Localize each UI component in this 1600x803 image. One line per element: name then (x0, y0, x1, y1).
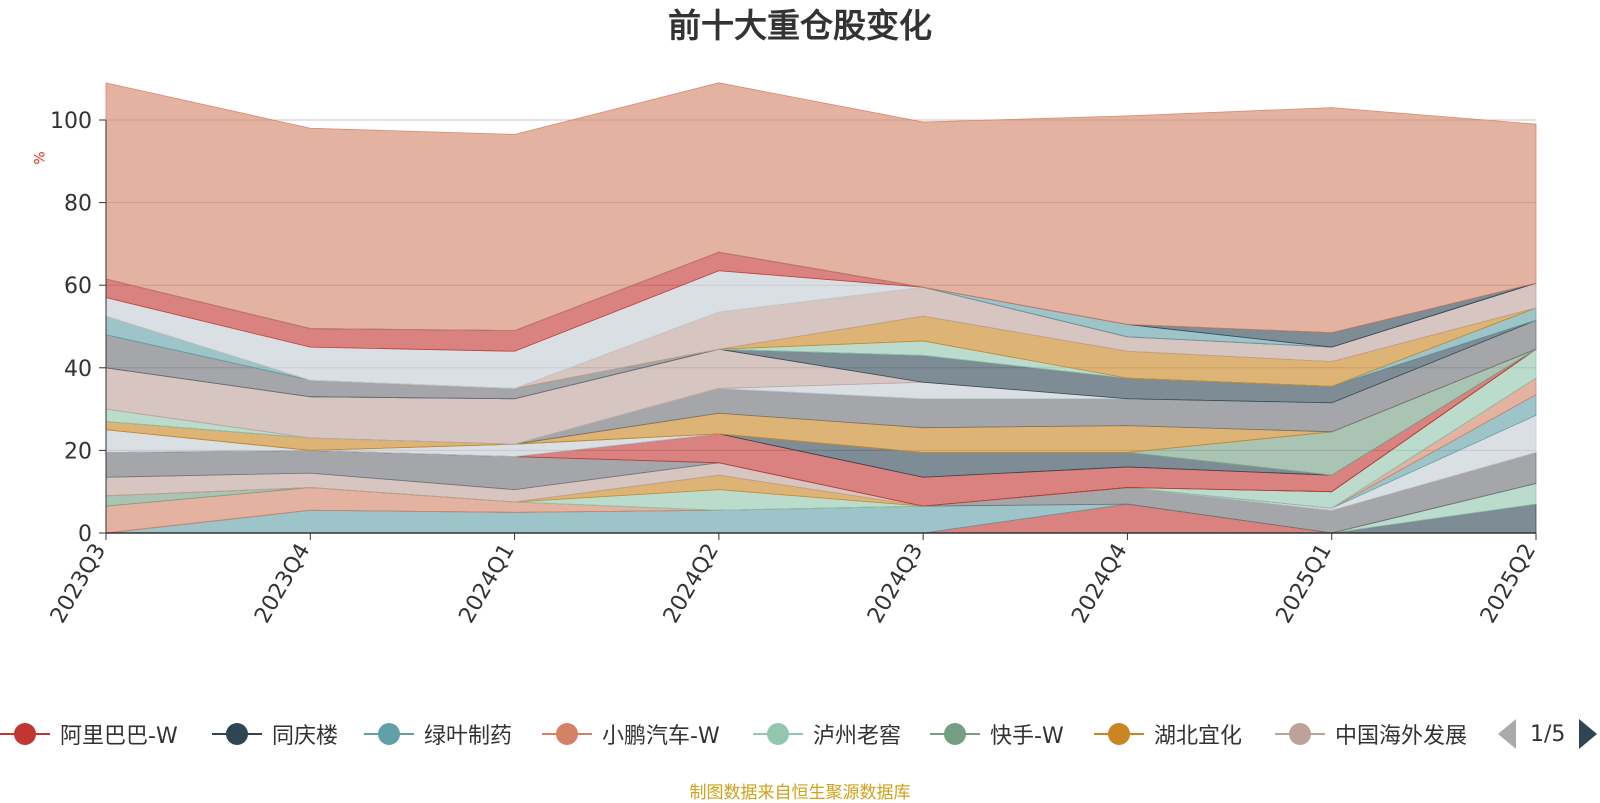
data-source-note: 制图数据来自恒生聚源数据库 (689, 783, 911, 803)
legend-label: 阿里巴巴-W (60, 724, 178, 749)
legend-item[interactable]: 绿叶制药 (364, 712, 512, 756)
legend: 阿里巴巴-W 同庆楼 绿叶制药 小鹏汽车-W 泸州老窖 快手-W 湖北宜化 中国海外发展 (0, 712, 1600, 756)
y-tick-label: 40 (64, 357, 92, 382)
legend-item[interactable]: 小鹏汽车-W (542, 712, 720, 756)
legend-item[interactable]: 泸州老窖 (753, 712, 901, 756)
legend-item[interactable]: 快手-W (930, 712, 1064, 756)
legend-label: 中国海外发展 (1335, 724, 1468, 749)
legend-marker (364, 712, 414, 756)
legend-marker (212, 712, 262, 756)
legend-label: 同庆楼 (272, 724, 339, 749)
legend-prev-page-button[interactable] (1498, 719, 1516, 749)
x-tick-label: 2024Q2 (659, 540, 724, 628)
legend-label: 湖北宜化 (1154, 724, 1243, 749)
legend-marker (0, 712, 50, 756)
legend-label: 快手-W (990, 724, 1064, 749)
x-tick-label: 2023Q4 (250, 540, 315, 628)
legend-item[interactable]: 阿里巴巴-W (0, 712, 178, 756)
x-tick-label: 2024Q1 (454, 540, 519, 628)
area-series (105, 82, 1537, 534)
stacked-area-chart: 0 20 40 60 80 100 2023Q3 2023Q4 2024Q1 2024Q2 2024… (46, 82, 1541, 628)
area-series-33 (105, 82, 1537, 334)
legend-item[interactable]: 中国海外发展 (1275, 712, 1467, 756)
x-tick-label: 2025Q1 (1272, 540, 1337, 628)
x-tick-label: 2024Q3 (863, 540, 928, 628)
legend-marker (1275, 712, 1325, 756)
y-tick-label: 100 (50, 109, 92, 134)
legend-pager: 1/5 (1498, 716, 1598, 752)
legend-item[interactable]: 湖北宜化 (1094, 712, 1242, 756)
legend-marker (542, 712, 592, 756)
legend-marker (753, 712, 803, 756)
y-tick-label: 80 (64, 192, 92, 217)
legend-next-page-button[interactable] (1579, 719, 1598, 749)
legend-label: 绿叶制药 (424, 724, 513, 749)
x-tick-label: 2023Q3 (46, 540, 111, 628)
x-tick-label: 2025Q2 (1476, 540, 1541, 628)
legend-marker (930, 712, 980, 756)
y-tick-label: 60 (64, 274, 92, 299)
legend-label: 小鹏汽车-W (602, 724, 720, 749)
chart-title: 前十大重仓股变化 (668, 6, 932, 45)
legend-page-indicator: 1/5 (1530, 721, 1566, 747)
legend-label: 泸州老窖 (813, 724, 902, 749)
legend-item[interactable]: 同庆楼 (212, 712, 338, 756)
legend-marker (1094, 712, 1144, 756)
x-tick-label: 2024Q4 (1067, 540, 1132, 628)
y-tick-label: 0 (78, 522, 92, 547)
y-tick-label: 20 (64, 439, 92, 464)
